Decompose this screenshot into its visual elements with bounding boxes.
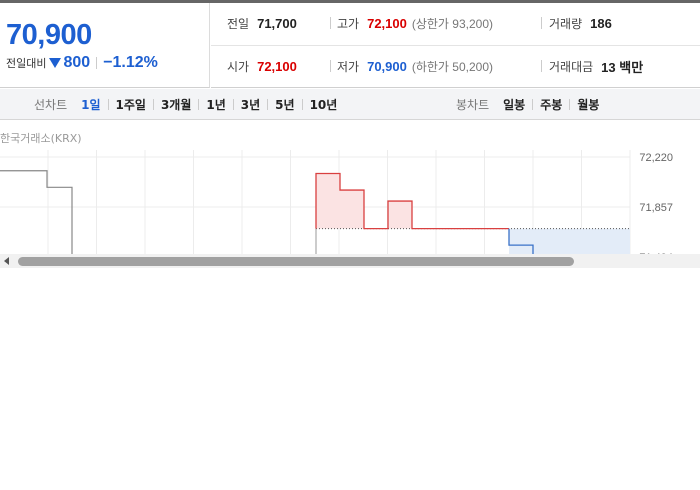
price-summary: 70,900 전일대비 800 −1.12%: [0, 3, 210, 88]
amount-label: 거래대금: [549, 59, 594, 74]
amount-value: 13 백만: [601, 59, 644, 75]
candle-chart-label: 봉차트: [456, 97, 490, 112]
y-tick-label: 71,857: [639, 202, 673, 214]
area-below-prev-close: [509, 228, 630, 254]
volume-value: 186: [590, 15, 612, 31]
divider: [198, 98, 200, 110]
row-divider: [211, 45, 700, 46]
y-tick-label: 72,220: [639, 152, 673, 164]
divider: [541, 17, 542, 29]
tab-1-week[interactable]: 1주일: [115, 97, 146, 112]
volume-cell: 거래량 186: [549, 13, 612, 33]
divider: [267, 98, 269, 110]
high-label: 고가: [337, 16, 360, 31]
chart-period-tabs: 선차트 1일 1주일 3개월 1년 3년 5년 10년 봉차트 일봉 주봉 월봉: [0, 89, 700, 120]
lower-limit: (하한가 50,200): [411, 59, 494, 74]
tab-10-years[interactable]: 10년: [309, 97, 338, 112]
divider: [152, 98, 154, 110]
divider: [330, 60, 331, 72]
low-value: 70,900: [367, 58, 407, 74]
tab-monthly-candle[interactable]: 월봉: [577, 97, 600, 112]
prev-close-label: 전일: [227, 16, 250, 31]
y-axis-ticks: 72,220 71,857 71,494: [639, 152, 673, 254]
divider: [541, 60, 542, 72]
scroll-left-arrow-icon[interactable]: [4, 257, 9, 265]
tab-3-months[interactable]: 3개월: [160, 97, 192, 112]
high-cell: 고가 72,100 (상한가 93,200): [337, 13, 493, 33]
divider: [330, 17, 331, 29]
price-line-down: [508, 228, 534, 254]
current-price: 70,900: [6, 19, 92, 51]
open-label: 시가: [227, 59, 250, 74]
candle-chart-tabs: 봉차트 일봉 주봉 월봉: [456, 89, 599, 119]
open-value: 72,100: [257, 58, 297, 74]
change-rate: −1.12%: [103, 54, 158, 71]
change-row: 전일대비 800 −1.12%: [6, 54, 158, 72]
line-chart-label: 선차트: [34, 97, 68, 112]
upper-limit: (상한가 93,200): [411, 16, 494, 31]
area-above-prev-close: [316, 173, 533, 229]
volume-label: 거래량: [549, 16, 583, 31]
low-label: 저가: [337, 59, 360, 74]
price-line-earlier: [0, 170, 73, 254]
tab-daily-candle[interactable]: 일봉: [503, 97, 526, 112]
chart-fills: [316, 173, 630, 254]
divider: [532, 98, 534, 110]
down-arrow-icon: [49, 58, 62, 68]
tab-1-year[interactable]: 1년: [206, 97, 226, 112]
data-source: 한국거래소(KRX): [0, 132, 82, 145]
prev-close-value: 71,700: [257, 15, 297, 31]
tab-1-day[interactable]: 1일: [81, 97, 101, 112]
price-chart: 72,220 71,857 71,494: [0, 150, 673, 254]
change-label: 전일대비: [6, 57, 47, 70]
divider: [301, 98, 303, 110]
tab-5-years[interactable]: 5년: [275, 97, 295, 112]
divider: [232, 98, 234, 110]
divider: [96, 57, 98, 69]
divider: [107, 98, 109, 110]
high-value: 72,100: [367, 15, 407, 31]
prev-close-cell: 전일 71,700: [227, 13, 297, 33]
low-cell: 저가 70,900 (하한가 50,200): [337, 56, 493, 76]
line-chart-tabs: 선차트 1일 1주일 3개월 1년 3년 5년 10년: [34, 89, 337, 119]
chart-lines: [0, 170, 630, 254]
y-tick-label: 71,494: [639, 252, 673, 254]
scrollbar-thumb[interactable]: [18, 257, 574, 266]
price-line-up: [315, 172, 509, 230]
top-border: [0, 0, 700, 3]
tab-3-years[interactable]: 3년: [240, 97, 261, 112]
divider: [569, 98, 571, 110]
tab-weekly-candle[interactable]: 주봉: [540, 97, 563, 112]
quote-details: 전일 71,700 고가 72,100 (상한가 93,200) 거래량 186…: [211, 3, 700, 88]
amount-cell: 거래대금 13 백만: [549, 56, 643, 76]
open-cell: 시가 72,100: [227, 56, 297, 76]
change-value: 800: [63, 54, 91, 71]
